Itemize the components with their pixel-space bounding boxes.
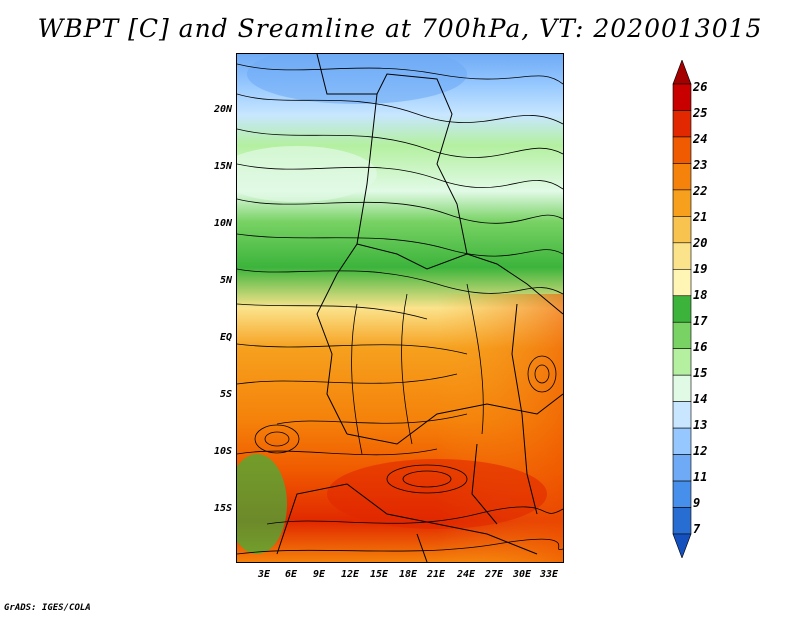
map-canvas: [237, 54, 563, 562]
lon-label-15e: 15E: [369, 569, 389, 580]
colorbar-label-18: 18: [693, 288, 708, 302]
colorbar-label-7: 7: [693, 522, 701, 536]
colorbar-label-22: 22: [693, 184, 708, 198]
colorbar-segment: [672, 136, 692, 164]
colorbar-segment: [672, 189, 692, 217]
wbpt-cool-patch: [237, 146, 377, 202]
colorbar-segment: [672, 110, 692, 138]
colorbar-label-20: 20: [693, 236, 708, 250]
colorbar-segment: [672, 163, 692, 191]
colorbar-segment: [672, 454, 692, 482]
lon-label-18e: 18E: [398, 569, 418, 580]
country-borders: [276, 54, 563, 562]
lon-label-21e: 21E: [426, 569, 446, 580]
colorbar-label-11: 11: [693, 470, 708, 484]
streamlines: [237, 63, 563, 555]
colorbar-label-14: 14: [693, 392, 708, 406]
colorbar-segment: [672, 507, 692, 535]
colorbar-label-24: 24: [693, 132, 708, 146]
lat-label-10n: 10N: [213, 218, 232, 229]
colorbar-label-15: 15: [693, 366, 708, 380]
colorbar-segment: [672, 480, 692, 508]
colorbar-label-17: 17: [693, 314, 708, 328]
map-panel: [236, 53, 564, 563]
lat-label-eq: EQ: [219, 332, 232, 343]
colorbar-segment: [672, 295, 692, 323]
colorbar-segment: [672, 60, 692, 85]
lat-label-5s: 5S: [219, 389, 232, 400]
lat-label-15s: 15S: [213, 503, 232, 514]
colorbar-segment: [672, 374, 692, 402]
lat-label-20n: 20N: [213, 104, 232, 115]
colorbar-segment: [672, 216, 692, 244]
colorbar-label-21: 21: [693, 210, 708, 224]
colorbar-segment: [672, 533, 692, 558]
wbpt-green-sw: [237, 454, 287, 554]
lon-label-24e: 24E: [456, 569, 476, 580]
colorbar-segment: [672, 348, 692, 376]
colorbar-label-25: 25: [693, 106, 708, 120]
colorbar-label-16: 16: [693, 340, 708, 354]
lat-label-15n: 15N: [213, 161, 232, 172]
colorbar-label-26: 26: [693, 80, 708, 94]
colorbar-segment: [672, 321, 692, 350]
colorbar-label-23: 23: [693, 158, 708, 172]
lon-label-30e: 30E: [512, 569, 532, 580]
lon-label-12e: 12E: [340, 569, 360, 580]
colorbar-segment: [672, 427, 692, 455]
colorbar-segment: [672, 83, 692, 111]
colorbar-label-9: 9: [693, 496, 701, 510]
colorbar-segment: [672, 401, 692, 429]
lon-label-6e: 6E: [284, 569, 298, 580]
colorbar-segment: [672, 242, 692, 270]
lat-label-5n: 5N: [219, 275, 232, 286]
chart-title: WBPT [C] and Sreamline at 700hPa, VT: 20…: [37, 14, 763, 43]
lat-label-10s: 10S: [213, 446, 232, 457]
wbpt-cold-patch: [247, 54, 467, 104]
lon-label-9e: 9E: [312, 569, 326, 580]
colorbar: [672, 60, 692, 558]
colorbar-label-13: 13: [693, 418, 708, 432]
lon-label-27e: 27E: [484, 569, 504, 580]
colorbar-label-12: 12: [693, 444, 708, 458]
wbpt-hot-patch: [327, 459, 547, 529]
colorbar-segment: [672, 268, 692, 297]
footer-credit: GrADS: IGES/COLA: [4, 603, 91, 613]
lon-label-33e: 33E: [539, 569, 559, 580]
lon-label-3e: 3E: [257, 569, 271, 580]
colorbar-label-19: 19: [693, 262, 708, 276]
